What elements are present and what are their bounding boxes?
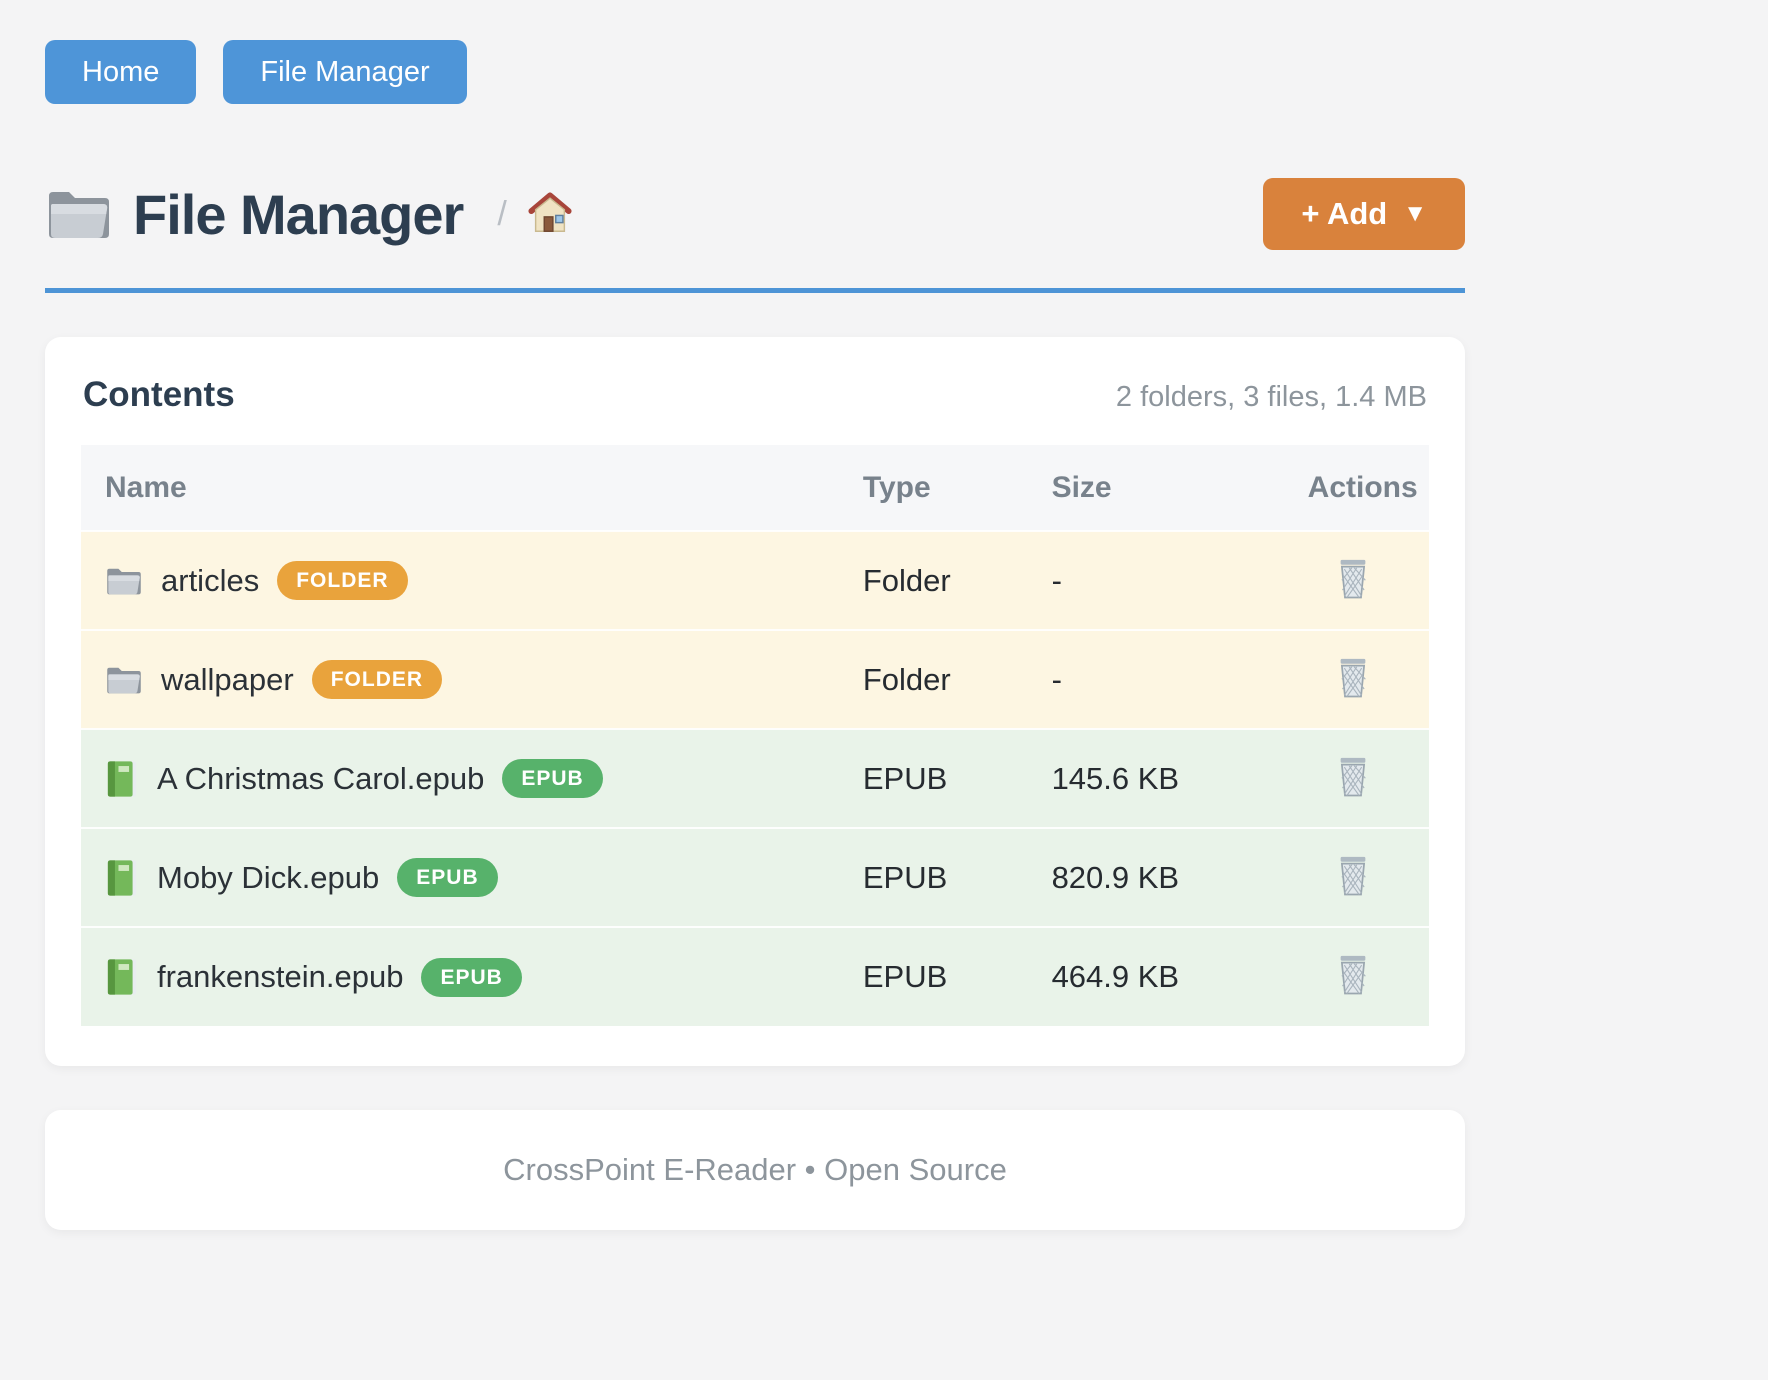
- top-nav: Home File Manager: [45, 0, 1465, 104]
- delete-button[interactable]: [1330, 752, 1376, 802]
- delete-button[interactable]: [1330, 851, 1376, 901]
- delete-button[interactable]: [1330, 950, 1376, 1000]
- file-table: Name Type Size Actions articles FOLDER Fol…: [81, 445, 1429, 1026]
- file-name[interactable]: wallpaper: [161, 661, 294, 697]
- file-name[interactable]: A Christmas Carol.epub: [157, 760, 485, 796]
- file-size: 464.9 KB: [1051, 959, 1180, 994]
- title-group: File Manager /: [45, 182, 573, 247]
- contents-summary: 2 folders, 3 files, 1.4 MB: [1115, 381, 1427, 413]
- file-name[interactable]: Moby Dick.epub: [157, 859, 380, 895]
- footer-card: CrossPoint E-Reader • Open Source: [45, 1110, 1465, 1230]
- header-divider: [45, 288, 1465, 293]
- column-header-size: Size: [1051, 445, 1308, 531]
- table-row: articles FOLDER Folder -: [81, 531, 1429, 630]
- contents-card: Contents 2 folders, 3 files, 1.4 MB Name…: [45, 337, 1465, 1066]
- nav-home-button[interactable]: Home: [45, 40, 197, 104]
- folder-icon: [105, 565, 143, 597]
- book-icon: [105, 957, 139, 997]
- footer-text: CrossPoint E-Reader • Open Source: [503, 1152, 1007, 1187]
- column-header-name: Name: [81, 445, 863, 531]
- table-row: wallpaper FOLDER Folder -: [81, 630, 1429, 729]
- file-name[interactable]: frankenstein.epub: [157, 959, 404, 994]
- page-title: File Manager: [133, 182, 464, 246]
- file-type: EPUB: [862, 859, 948, 895]
- page-header: File Manager / + Add ▼: [45, 178, 1465, 250]
- folder-icon: [105, 664, 143, 696]
- add-button[interactable]: + Add ▼: [1263, 178, 1465, 250]
- chevron-down-icon: ▼: [1403, 200, 1427, 227]
- delete-button[interactable]: [1330, 554, 1376, 604]
- breadcrumb-separator: /: [497, 194, 507, 233]
- contents-card-header: Contents 2 folders, 3 files, 1.4 MB: [81, 375, 1429, 415]
- delete-button[interactable]: [1330, 653, 1376, 703]
- file-type-badge: EPUB: [421, 957, 522, 997]
- column-header-actions: Actions: [1307, 445, 1429, 531]
- file-table-body: articles FOLDER Folder - wallpaper FOLDER Fold…: [81, 531, 1429, 1026]
- trash-icon: [1334, 558, 1372, 600]
- table-row: frankenstein.epub EPUB EPUB 464.9 KB: [81, 927, 1429, 1026]
- file-size: -: [1051, 562, 1062, 598]
- book-icon: [105, 759, 139, 799]
- file-size: 820.9 KB: [1051, 859, 1180, 895]
- contents-title: Contents: [83, 375, 235, 414]
- home-icon[interactable]: [527, 191, 573, 237]
- add-button-label: + Add: [1301, 196, 1388, 231]
- file-type-badge: FOLDER: [277, 561, 408, 600]
- file-type-badge: EPUB: [397, 858, 498, 897]
- folder-icon: [45, 186, 113, 242]
- file-type: EPUB: [862, 959, 948, 994]
- file-type: EPUB: [862, 760, 948, 796]
- trash-icon: [1334, 756, 1372, 798]
- table-header-row: Name Type Size Actions: [81, 445, 1429, 531]
- file-type-badge: EPUB: [502, 759, 603, 798]
- file-type-badge: FOLDER: [311, 660, 443, 699]
- trash-icon: [1334, 657, 1372, 699]
- trash-icon: [1334, 855, 1372, 897]
- file-type: Folder: [862, 562, 951, 598]
- table-row: A Christmas Carol.epub EPUB EPUB 145.6 KB: [81, 729, 1429, 828]
- trash-icon: [1334, 954, 1372, 996]
- table-row: Moby Dick.epub EPUB EPUB 820.9 KB: [81, 828, 1429, 927]
- page-container: Home File Manager File Manager /: [45, 0, 1465, 1230]
- book-icon: [105, 858, 139, 898]
- file-name[interactable]: articles: [161, 562, 260, 598]
- nav-file-manager-button[interactable]: File Manager: [223, 40, 467, 104]
- file-type: Folder: [862, 661, 951, 697]
- file-size: 145.6 KB: [1051, 760, 1180, 796]
- file-size: -: [1051, 661, 1062, 697]
- column-header-type: Type: [862, 445, 1052, 531]
